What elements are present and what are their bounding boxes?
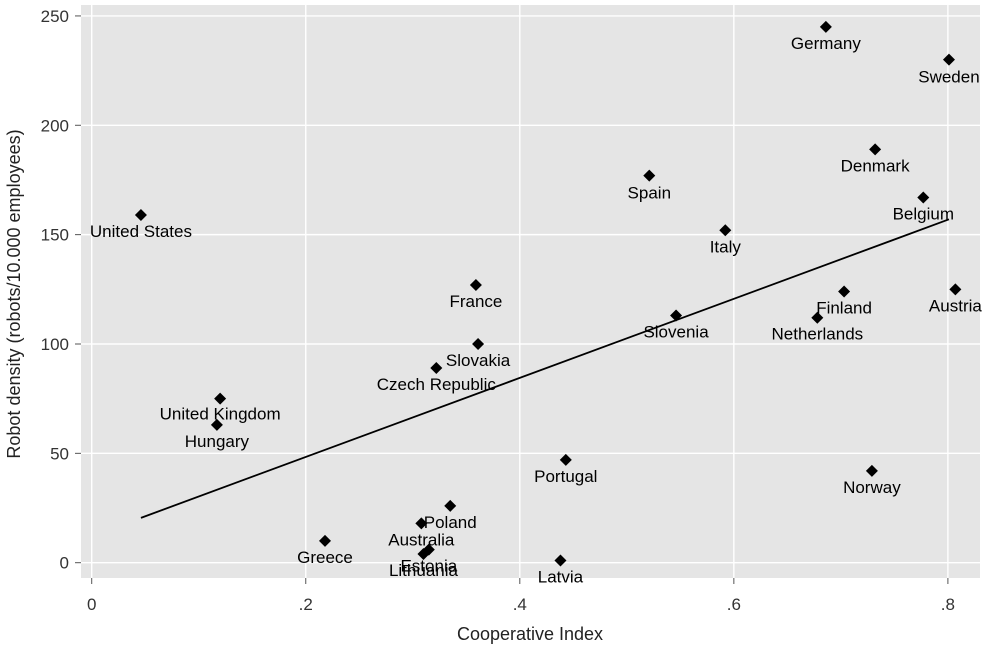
point-label: Belgium bbox=[893, 204, 954, 223]
point-label: Italy bbox=[710, 237, 742, 256]
point-label: Portugal bbox=[534, 467, 597, 486]
point-label: Slovenia bbox=[643, 323, 709, 342]
point-label: Poland bbox=[424, 513, 477, 532]
data-point bbox=[811, 311, 824, 324]
data-point bbox=[643, 169, 656, 182]
data-point bbox=[472, 337, 485, 350]
data-point bbox=[554, 554, 567, 567]
point-label: United Kingdom bbox=[160, 405, 281, 424]
point-label: Estonia bbox=[400, 557, 457, 576]
data-point bbox=[430, 362, 443, 375]
data-point bbox=[319, 534, 332, 547]
data-point bbox=[719, 224, 732, 237]
point-label: Austria bbox=[929, 296, 982, 315]
fit-line bbox=[140, 218, 950, 519]
point-label: Slovakia bbox=[446, 351, 511, 370]
point-label: Hungary bbox=[185, 432, 250, 451]
point-label: Finland bbox=[816, 299, 872, 318]
axes: 0 50 100 150 200 250 0 .2 .4 .6 .8 bbox=[41, 7, 955, 614]
data-point bbox=[670, 309, 683, 322]
data-point bbox=[210, 418, 223, 431]
data-point bbox=[865, 464, 878, 477]
data-point bbox=[415, 517, 428, 530]
point-label: United States bbox=[90, 222, 192, 241]
data-point bbox=[559, 453, 572, 466]
data-point bbox=[942, 53, 955, 66]
point-label: Sweden bbox=[918, 68, 979, 87]
point-labels: Germany Sweden Denmark Spain Belgium United S… bbox=[90, 34, 982, 587]
point-label: Netherlands bbox=[771, 325, 863, 344]
x-tick-label: .4 bbox=[513, 595, 527, 614]
data-point bbox=[819, 20, 832, 33]
y-tick-label: 100 bbox=[41, 335, 69, 354]
point-label: Greece bbox=[297, 548, 353, 567]
y-tick-label: 250 bbox=[41, 7, 69, 26]
point-label: Czech Republic bbox=[377, 375, 497, 394]
data-point bbox=[214, 392, 227, 405]
x-axis-title: Cooperative Index bbox=[457, 624, 603, 644]
point-label: Germany bbox=[791, 34, 861, 53]
point-label: Lithuania bbox=[389, 561, 459, 580]
grid-lines bbox=[81, 5, 980, 578]
x-tick-label: .2 bbox=[299, 595, 313, 614]
x-tick-label: .8 bbox=[941, 595, 955, 614]
data-point bbox=[869, 143, 882, 156]
fit-line-layer bbox=[140, 218, 950, 519]
y-tick-label: 50 bbox=[50, 444, 69, 463]
y-tick-label: 200 bbox=[41, 116, 69, 135]
point-label: Australia bbox=[388, 530, 455, 549]
data-point bbox=[417, 547, 430, 560]
y-axis-title: Robot density (robots/10.000 employees) bbox=[4, 129, 24, 458]
point-label: Denmark bbox=[841, 156, 910, 175]
data-points bbox=[134, 20, 962, 567]
y-tick-label: 150 bbox=[41, 226, 69, 245]
data-point bbox=[917, 191, 930, 204]
x-tick-label: 0 bbox=[87, 595, 96, 614]
data-point bbox=[469, 278, 482, 291]
point-label: Spain bbox=[628, 184, 671, 203]
data-point bbox=[444, 499, 457, 512]
point-label: Latvia bbox=[538, 568, 584, 587]
point-label: France bbox=[449, 292, 502, 311]
x-tick-label: .6 bbox=[727, 595, 741, 614]
data-point bbox=[838, 285, 851, 298]
y-tick-label: 0 bbox=[60, 554, 69, 573]
plot-panel bbox=[81, 5, 980, 578]
data-point bbox=[949, 283, 962, 296]
data-point bbox=[134, 208, 147, 221]
point-label: Norway bbox=[843, 478, 901, 497]
